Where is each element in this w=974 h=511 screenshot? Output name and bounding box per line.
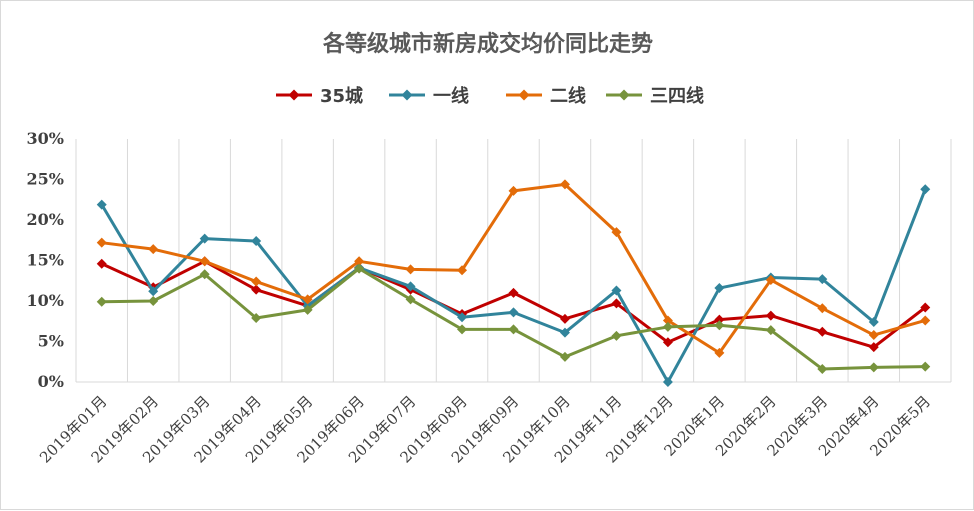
legend-marker (618, 89, 630, 101)
data-point (405, 281, 416, 292)
series-line (101, 267, 926, 371)
data-point (714, 347, 725, 358)
data-point (96, 296, 107, 307)
data-point (251, 284, 262, 295)
data-point (611, 227, 622, 238)
data-point (508, 287, 519, 298)
legend-label: 一线 (433, 85, 469, 107)
grid-lines (75, 139, 952, 382)
data-point (251, 276, 262, 287)
data-point (662, 321, 673, 332)
data-point (405, 294, 416, 305)
legend-label: 二线 (550, 85, 586, 107)
data-point (457, 324, 468, 335)
data-point (559, 351, 570, 362)
legend-marker (401, 89, 413, 101)
data-point (96, 237, 107, 248)
data-point (251, 236, 262, 247)
data-point (817, 303, 828, 314)
data-point (662, 315, 673, 326)
y-tick-label: 25% (27, 170, 64, 189)
data-point (817, 364, 828, 375)
data-point (920, 184, 931, 195)
series-二线 (96, 179, 931, 358)
legend-marker (518, 89, 530, 101)
data-point (765, 325, 776, 336)
data-point (714, 283, 725, 294)
data-point (148, 286, 159, 297)
data-point (920, 302, 931, 313)
data-point (457, 312, 468, 323)
legend: 35城 一线 二线 三四线 (276, 85, 704, 107)
legend-marker (288, 89, 300, 101)
y-tick-label: 0% (38, 372, 64, 391)
data-point (920, 315, 931, 326)
data-point (868, 342, 879, 353)
data-point (508, 324, 519, 335)
data-point (611, 298, 622, 309)
legend-label: 三四线 (650, 85, 704, 107)
data-point (714, 314, 725, 325)
data-point (405, 264, 416, 275)
y-tick-label: 10% (27, 291, 64, 310)
data-point (302, 304, 313, 315)
chart-title: 各等级城市新房成交均价同比走势 (322, 31, 653, 57)
data-point (199, 233, 210, 244)
data-point (354, 263, 365, 274)
y-tick-label: 15% (27, 251, 64, 270)
data-point (508, 307, 519, 318)
data-point (817, 326, 828, 337)
data-point (302, 294, 313, 305)
data-point (662, 337, 673, 348)
y-tick-label: 20% (27, 210, 64, 229)
legend-label: 35城 (320, 85, 363, 107)
data-point (920, 361, 931, 372)
data-point (662, 377, 673, 387)
data-point (559, 327, 570, 338)
y-tick-label: 30% (27, 129, 64, 148)
series-35城 (96, 256, 931, 353)
data-point (765, 274, 776, 285)
data-point (199, 256, 210, 267)
data-point (96, 258, 107, 269)
data-point (868, 317, 879, 328)
data-point (96, 199, 107, 210)
x-axis-ticks: 2019年01月2019年02月2019年03月2019年04月2019年05月… (36, 392, 934, 466)
data-point (868, 362, 879, 373)
series-group (96, 179, 931, 387)
data-point (817, 274, 828, 285)
data-point (148, 244, 159, 255)
y-tick-label: 5% (38, 332, 64, 351)
data-point (714, 320, 725, 331)
data-point (457, 265, 468, 276)
data-point (199, 269, 210, 280)
data-point (559, 179, 570, 190)
data-point (611, 285, 622, 296)
data-point (611, 330, 622, 341)
data-point (508, 185, 519, 196)
data-point (251, 313, 262, 324)
data-point (354, 256, 365, 267)
data-point (868, 330, 879, 341)
data-point (765, 310, 776, 321)
data-point (559, 313, 570, 324)
series-三四线 (96, 263, 931, 375)
y-axis-ticks: 0% 5% 10% 15% 20% 25% 30% (27, 129, 64, 391)
data-point (148, 296, 159, 306)
